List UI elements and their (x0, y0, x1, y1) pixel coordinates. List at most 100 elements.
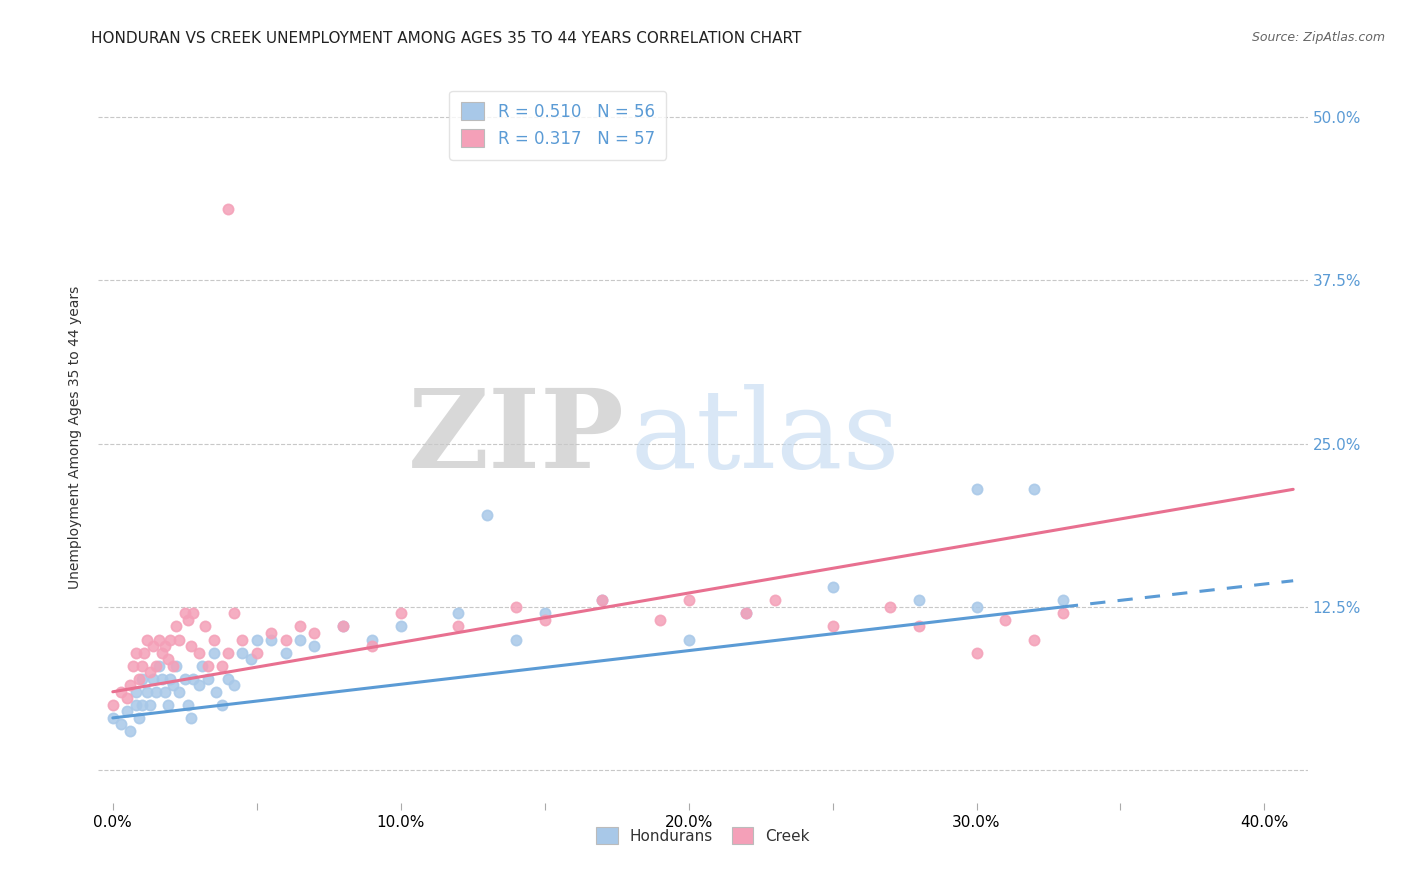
Point (879, 599, 901, 614)
Point (217, 646, 239, 660)
Point (101, 698, 124, 712)
Point (211, 658, 233, 673)
Point (120, 678, 142, 692)
Point (260, 632, 283, 647)
Point (447, 619, 470, 633)
Point (101, 711, 124, 725)
Point (533, 613, 555, 627)
Point (194, 619, 217, 633)
Point (505, 632, 527, 647)
Point (162, 658, 184, 673)
Point (139, 665, 162, 680)
Point (735, 607, 758, 621)
Point (188, 678, 211, 692)
Point (115, 691, 138, 706)
Point (217, 202, 239, 216)
Point (173, 672, 195, 686)
Point (246, 632, 269, 647)
Point (274, 632, 297, 647)
Point (176, 698, 198, 712)
Point (678, 593, 700, 607)
Point (821, 580, 844, 594)
Text: atlas: atlas (630, 384, 900, 491)
Point (735, 607, 758, 621)
Point (131, 658, 153, 673)
Point (165, 658, 187, 673)
Point (1052, 607, 1074, 621)
Point (763, 593, 786, 607)
Point (162, 678, 184, 692)
Point (274, 646, 297, 660)
Point (202, 646, 225, 660)
Point (202, 632, 225, 647)
Point (908, 593, 931, 607)
Point (332, 619, 354, 633)
Point (191, 658, 214, 673)
Point (145, 685, 167, 699)
Point (1022, 632, 1045, 647)
Point (908, 619, 931, 633)
Point (167, 685, 190, 699)
Point (447, 607, 470, 621)
Point (591, 593, 613, 607)
Point (389, 619, 412, 633)
Point (197, 658, 219, 673)
Point (148, 658, 170, 673)
Point (197, 672, 219, 686)
Point (505, 599, 527, 614)
Point (389, 607, 412, 621)
Point (167, 632, 190, 647)
Point (188, 646, 211, 660)
Point (153, 639, 176, 653)
Point (994, 613, 1017, 627)
Point (205, 685, 228, 699)
Point (1022, 483, 1045, 497)
Legend: Hondurans, Creek: Hondurans, Creek (591, 822, 815, 850)
Point (156, 652, 179, 666)
Text: Source: ZipAtlas.com: Source: ZipAtlas.com (1251, 31, 1385, 45)
Point (150, 646, 173, 660)
Point (288, 619, 311, 633)
Point (966, 483, 988, 497)
Point (120, 723, 142, 738)
Point (142, 672, 165, 686)
Point (115, 705, 138, 719)
Point (180, 639, 202, 653)
Point (159, 672, 181, 686)
Point (966, 599, 988, 614)
Point (122, 658, 145, 673)
Point (180, 711, 202, 725)
Point (591, 593, 613, 607)
Point (231, 632, 253, 647)
Point (183, 607, 205, 621)
Point (217, 672, 239, 686)
Y-axis label: Unemployment Among Ages 35 to 44 years: Unemployment Among Ages 35 to 44 years (69, 285, 83, 589)
Point (136, 632, 159, 647)
Point (222, 678, 245, 692)
Point (821, 619, 844, 633)
Text: HONDURAN VS CREEK UNEMPLOYMENT AMONG AGES 35 TO 44 YEARS CORRELATION CHART: HONDURAN VS CREEK UNEMPLOYMENT AMONG AGE… (91, 31, 801, 46)
Point (288, 632, 311, 647)
Point (148, 632, 170, 647)
Point (139, 698, 162, 712)
Text: ZIP: ZIP (408, 384, 624, 491)
Point (246, 646, 269, 660)
Point (211, 698, 233, 712)
Point (145, 658, 167, 673)
Point (304, 639, 326, 653)
Point (150, 672, 173, 686)
Point (156, 698, 179, 712)
Point (222, 607, 245, 621)
Point (110, 685, 132, 699)
Point (648, 613, 671, 627)
Point (533, 607, 555, 621)
Point (361, 632, 384, 647)
Point (1052, 593, 1074, 607)
Point (131, 672, 153, 686)
Point (361, 639, 384, 653)
Point (110, 717, 132, 731)
Point (134, 646, 156, 660)
Point (332, 619, 354, 633)
Point (304, 626, 326, 640)
Point (240, 652, 263, 666)
